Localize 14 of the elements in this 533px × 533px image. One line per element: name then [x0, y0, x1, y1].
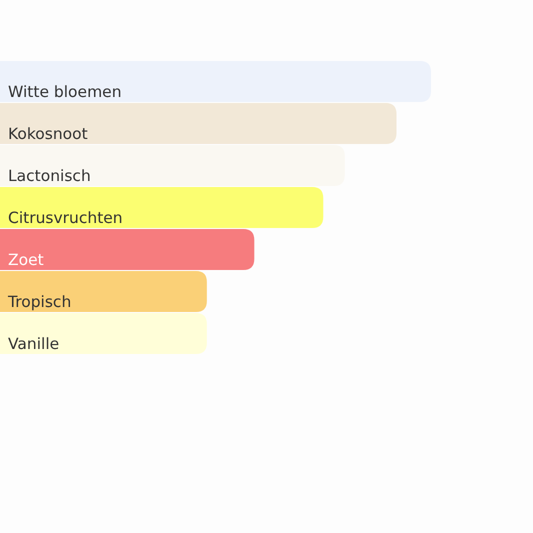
bar: [0, 229, 254, 270]
bar: [0, 61, 431, 102]
y-tick-label: Vanille: [8, 335, 60, 353]
bar: [0, 271, 207, 312]
bar: [0, 313, 207, 354]
y-tick-label: Citrusvruchten: [8, 209, 123, 227]
bar: [0, 103, 397, 144]
y-tick-label: Kokosnoot: [8, 125, 88, 143]
y-tick-label: Zoet: [8, 251, 44, 269]
bar: [0, 187, 324, 228]
y-tick-label: Tropisch: [7, 293, 72, 311]
y-tick-label: Witte bloemen: [8, 83, 122, 101]
bar: [0, 145, 345, 186]
y-tick-label: Lactonisch: [8, 167, 91, 185]
